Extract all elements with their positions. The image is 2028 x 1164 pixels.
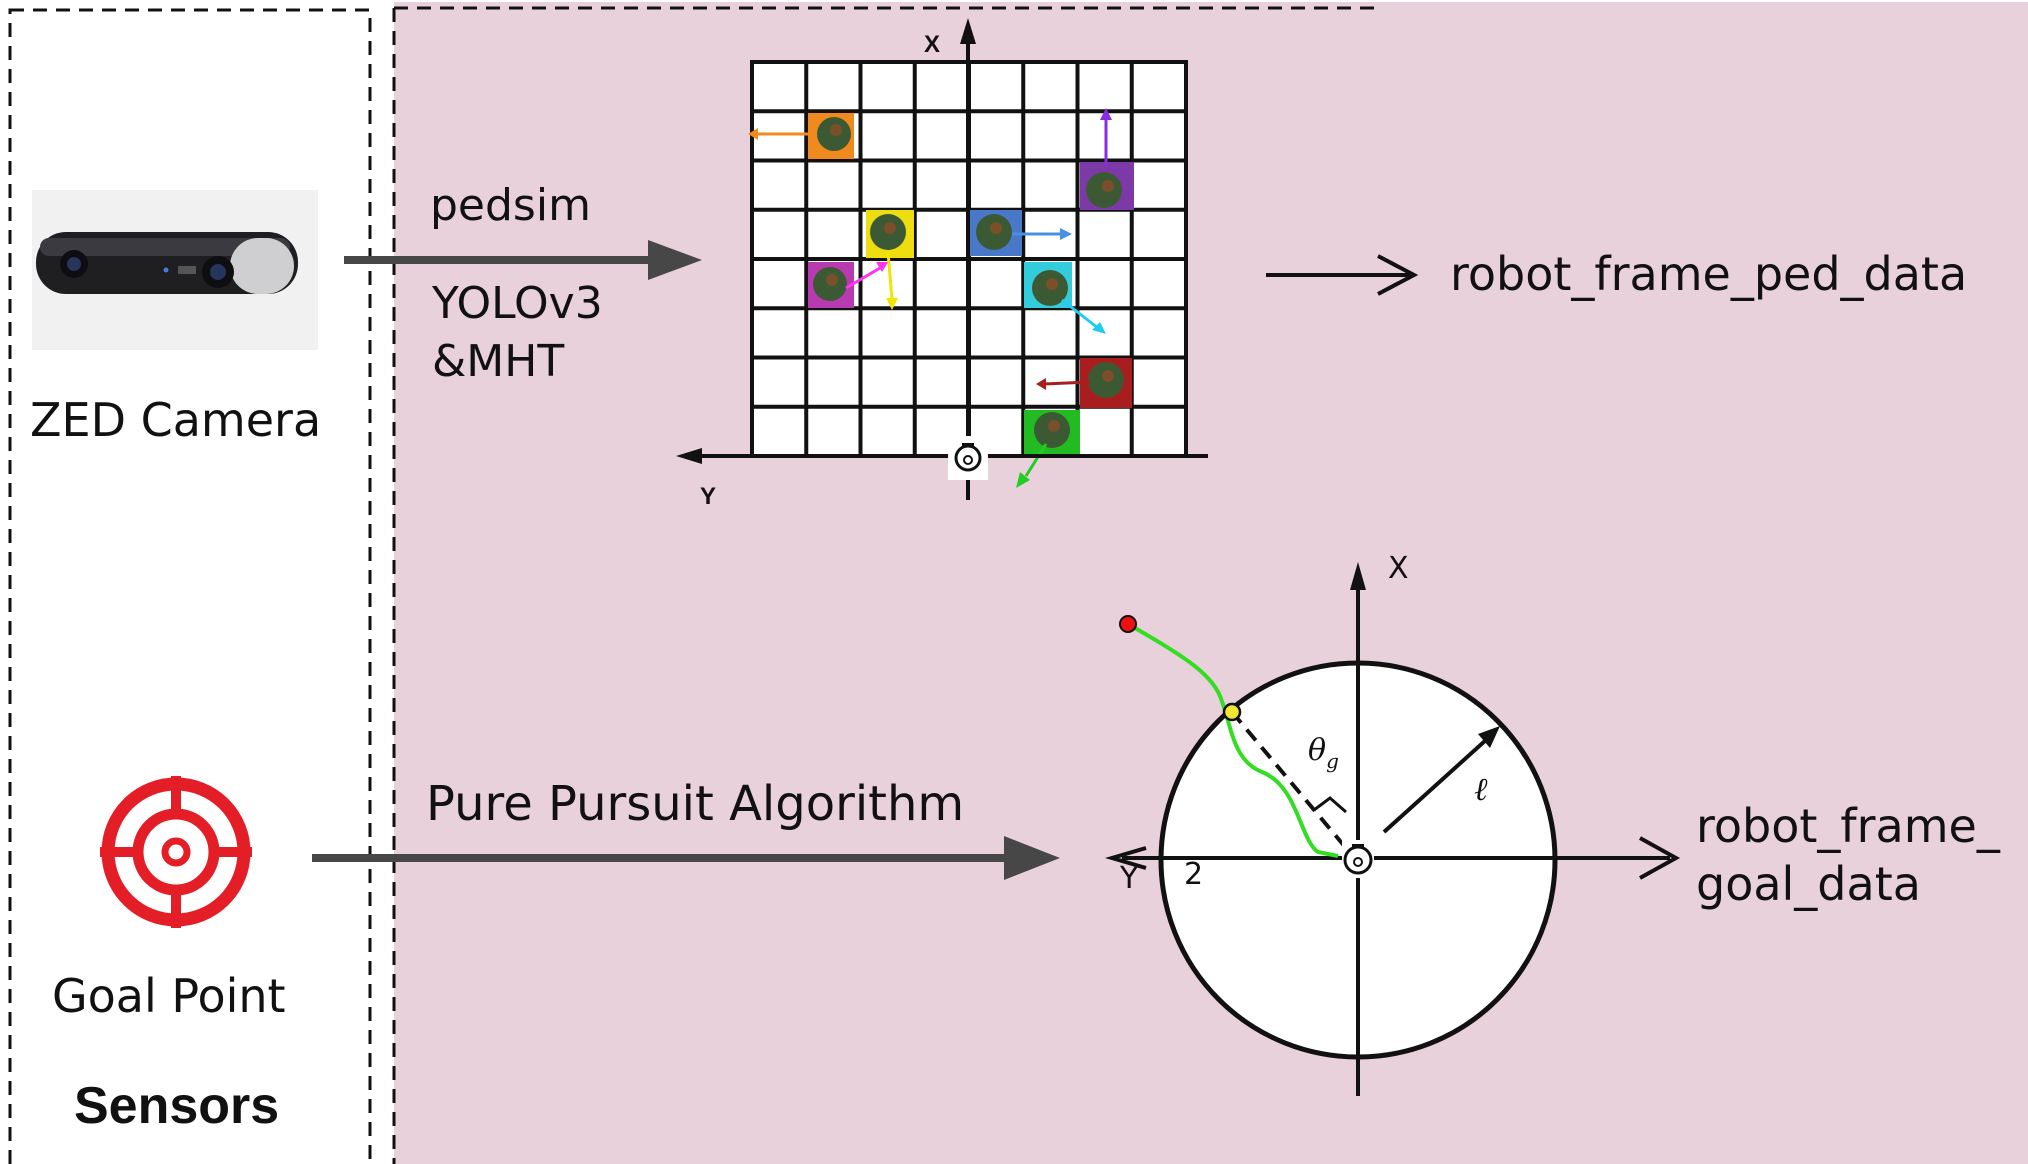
lookahead-radius [1382, 738, 1488, 834]
grid-axis-y-label: Y [700, 483, 716, 510]
pedestrian-grid: X Y [676, 18, 1208, 510]
zed-camera-icon [32, 190, 318, 350]
velocity-arrow [1024, 443, 1048, 477]
sensors-title: Sensors [74, 1077, 279, 1135]
goal-label: Goal Point [52, 969, 286, 1023]
velocity-arrow [886, 251, 894, 301]
lookahead-label: ℓ [1474, 770, 1488, 808]
angle-label: θg [1308, 733, 1339, 773]
label-yolo: YOLOv3 [431, 278, 603, 329]
lookahead-point-marker [1222, 702, 1242, 722]
goal-data-output-label-line1: robot_frame_ [1696, 799, 2001, 853]
label-pedsim: pedsim [430, 180, 591, 231]
ped-data-output-label: robot_frame_ped_data [1450, 247, 1967, 301]
circle-axis-tick: 2 [1184, 857, 1203, 892]
algorithm-label: Pure Pursuit Algorithm [426, 776, 964, 832]
target-icon [100, 776, 252, 928]
label-mht: &MHT [432, 336, 564, 387]
velocity-arrow [1061, 298, 1099, 330]
circle-axis-y-label: Y [1119, 861, 1139, 896]
circle-axis-x-label: X [1388, 551, 1409, 586]
velocity-arrow [1043, 380, 1091, 386]
goal-data-output-label-line2: goal_data [1696, 857, 1921, 911]
robot-icon-grid [948, 436, 988, 480]
camera-label: ZED Camera [30, 393, 321, 447]
velocity-arrow [845, 266, 881, 290]
goal-point-marker [1119, 615, 1137, 633]
pure-pursuit-diagram: X Y 2 θg ℓ [1104, 551, 1584, 1096]
chord-line [1230, 710, 1348, 850]
grid-axis-x-label: X [924, 31, 940, 58]
planned-path [1127, 622, 1339, 858]
